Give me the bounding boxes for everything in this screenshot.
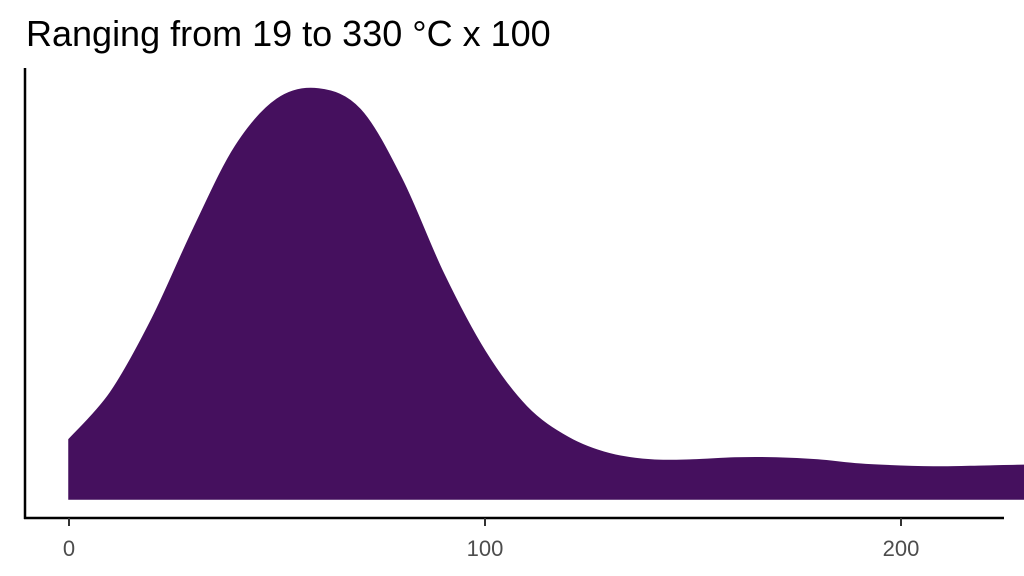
density-area [68,87,1024,500]
x-axis-ticks: 0100200300400 [63,518,920,561]
x-tick-label: 200 [883,536,920,561]
x-tick-label: 0 [63,536,75,561]
x-tick-label: 100 [467,536,504,561]
chart-title: Ranging from 19 to 330 °C x 100 [26,13,551,54]
plot-area [68,87,1024,500]
